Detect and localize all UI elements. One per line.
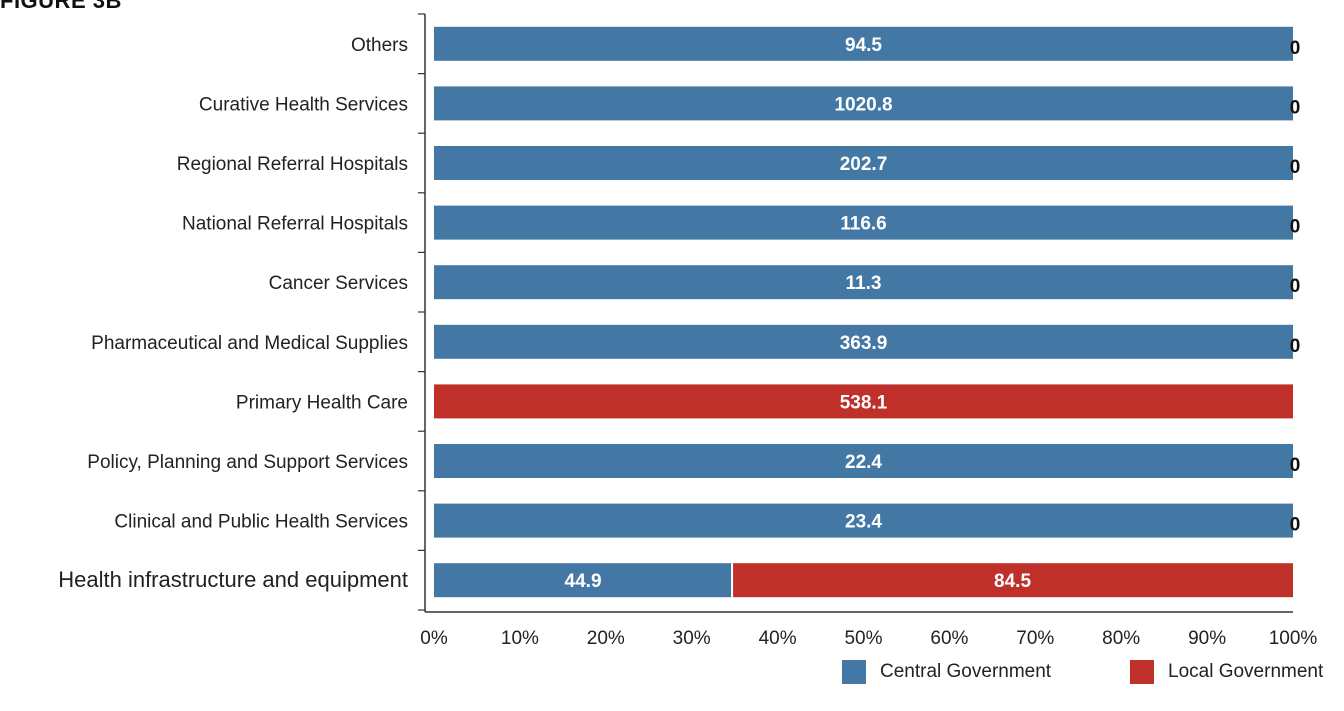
data-label-local: 538.1: [840, 392, 888, 413]
data-label-local: 0: [1290, 276, 1301, 297]
data-label-central: 94.5: [845, 35, 882, 56]
x-tick-label: 80%: [1102, 628, 1140, 649]
bar-local: [733, 563, 1293, 598]
x-tick-label: 10%: [501, 628, 539, 649]
data-label-central: 1020.8: [834, 94, 892, 115]
legend-swatch-central: [842, 660, 866, 684]
data-label-central: 11.3: [846, 273, 882, 294]
data-label-local: 0: [1290, 455, 1301, 476]
x-tick-label: 60%: [930, 628, 968, 649]
x-tick-label: 20%: [587, 628, 625, 649]
legend-item-central: Central Government: [842, 660, 1051, 684]
data-label-central: 202.7: [840, 154, 888, 175]
figure-label: FIGURE 3B: [0, 0, 122, 13]
category-label: Primary Health Care: [236, 392, 408, 413]
x-tick-label: 40%: [759, 628, 797, 649]
bar-central: [434, 86, 1293, 121]
bar-central: [434, 146, 1293, 180]
data-label-central: 44.9: [565, 571, 602, 592]
x-tick-label: 90%: [1188, 628, 1226, 649]
category-label: Pharmaceutical and Medical Supplies: [91, 333, 408, 354]
category-label: Policy, Planning and Support Services: [87, 452, 408, 473]
bar-central: [434, 324, 1293, 359]
data-label-local: 84.5: [994, 571, 1031, 592]
data-label-local: 0: [1290, 217, 1301, 238]
bar-central: [434, 503, 1293, 538]
data-label-central: 116.6: [840, 214, 887, 235]
data-label-local: 0: [1290, 157, 1301, 178]
x-tick-label: 70%: [1016, 628, 1054, 649]
category-label: Curative Health Services: [199, 94, 408, 115]
bar-central: [434, 563, 733, 598]
category-label: Others: [351, 35, 408, 56]
data-label-central: 23.4: [845, 512, 882, 533]
bar-central: [434, 26, 1293, 61]
legend-item-local: Local Government: [1130, 660, 1323, 684]
category-label: Cancer Services: [269, 273, 408, 294]
legend-label-local: Local Government: [1168, 661, 1324, 682]
data-label-local: 0: [1290, 336, 1301, 357]
category-label: Health infrastructure and equipment: [58, 567, 408, 592]
bar-central: [434, 444, 1293, 478]
bar-central: [434, 205, 1293, 240]
legend-swatch-local: [1130, 660, 1154, 684]
data-label-local: 0: [1290, 38, 1301, 59]
x-tick-label: 50%: [844, 628, 882, 649]
data-label-central: 22.4: [845, 452, 882, 473]
category-label: Clinical and Public Health Services: [114, 512, 408, 533]
x-tick-label: 30%: [673, 628, 711, 649]
x-tick-label: 100%: [1269, 628, 1318, 649]
bar-local: [434, 384, 1293, 419]
category-label: National Referral Hospitals: [182, 214, 408, 235]
data-label-local: 0: [1290, 515, 1301, 536]
bar-central: [434, 265, 1293, 300]
category-label: Regional Referral Hospitals: [177, 154, 408, 175]
legend-label-central: Central Government: [880, 661, 1052, 682]
x-tick-label: 0%: [420, 628, 448, 649]
data-label-local: 0: [1290, 97, 1301, 118]
data-label-central: 363.9: [840, 333, 888, 354]
